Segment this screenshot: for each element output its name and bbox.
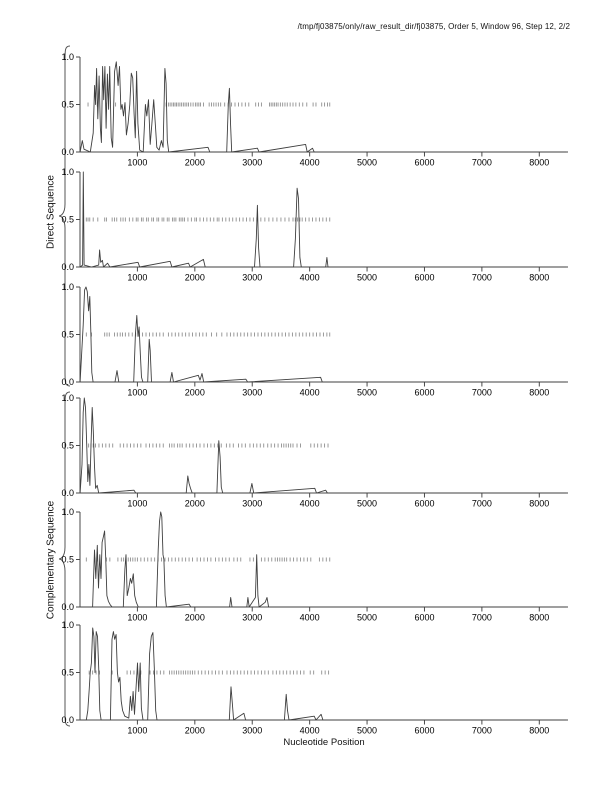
- x-tick-label: 1000: [127, 726, 147, 736]
- x-tick-label: 3000: [242, 273, 262, 283]
- x-tick-label: 1000: [127, 613, 147, 623]
- x-tick-label: 2000: [185, 726, 205, 736]
- x-tick-label: 8000: [529, 388, 549, 398]
- y-tick-label: 1.0: [61, 393, 74, 403]
- x-tick-label: 2000: [185, 388, 205, 398]
- x-tick-label: 5000: [357, 158, 377, 168]
- axis-frame: [79, 512, 568, 608]
- panel-complementary-frame-2: 1.0 0.5 0.0 1000 2000 3000 4000 5000 6000 7000 800…: [61, 507, 568, 623]
- probability-curve: [79, 61, 567, 153]
- x-tick-label: 6000: [414, 499, 434, 509]
- probability-curve: [80, 511, 567, 608]
- y-tick-label: 0.5: [61, 668, 74, 678]
- x-tick-label: 7000: [472, 273, 492, 283]
- probability-curve: [79, 397, 567, 494]
- x-tick-label: 7000: [472, 499, 492, 509]
- x-tick-label: 3000: [242, 158, 262, 168]
- x-tick-label: 5000: [357, 613, 377, 623]
- x-tick-label: 5000: [357, 273, 377, 283]
- y-tick-label: 1.0: [61, 507, 74, 517]
- panel-complementary-frame-1: 1.0 0.5 0.0 1000 2000 3000 4000 5000 6000 7000 800…: [61, 393, 568, 509]
- panel-group: 1.0 0.5 0.0 1000 2000 3000 4000 5000 6000 7000 800…: [61, 620, 568, 736]
- x-tick-label: 3000: [242, 613, 262, 623]
- probability-curve: [79, 171, 567, 268]
- x-tick-label: 3000: [242, 388, 262, 398]
- y-tick-label: 1.0: [61, 167, 74, 177]
- y-tick-label: 1.0: [61, 52, 74, 62]
- x-tick-label: 4000: [300, 273, 320, 283]
- x-tick-label: 8000: [529, 499, 549, 509]
- x-tick-label: 2000: [185, 499, 205, 509]
- x-tick-label: 6000: [414, 158, 434, 168]
- x-tick-label: 8000: [529, 273, 549, 283]
- y-tick-label: 0.5: [61, 330, 74, 340]
- panel-complementary-frame-3: 1.0 0.5 0.0 1000 2000 3000 4000 5000 6000 7000 800…: [61, 620, 568, 736]
- x-tick-label: 3000: [242, 726, 262, 736]
- x-tick-label: 2000: [185, 613, 205, 623]
- y-tick-label: 0.5: [61, 215, 74, 225]
- panel-direct-frame-3: 1.0 0.5 0.0 1000 2000 3000 4000 5000 6000 7000 800…: [61, 282, 568, 398]
- y-tick-label: 0.0: [61, 602, 74, 612]
- x-tick-label: 8000: [529, 613, 549, 623]
- y-tick-label: 0.0: [61, 262, 74, 272]
- y-tick-label: 0.0: [61, 147, 74, 157]
- panel-group: 1.0 0.5 0.0 1000 2000 3000 4000 5000 6000 7000 800…: [61, 507, 568, 623]
- x-tick-label: 4000: [300, 726, 320, 736]
- x-tick-label: 7000: [472, 158, 492, 168]
- x-tick-label: 2000: [185, 158, 205, 168]
- x-tick-label: 7000: [472, 726, 492, 736]
- x-tick-label: 6000: [414, 613, 434, 623]
- y-tick-label: 0.0: [61, 488, 74, 498]
- x-tick-label: 1000: [127, 273, 147, 283]
- x-tick-label: 6000: [414, 726, 434, 736]
- x-tick-label: 4000: [300, 499, 320, 509]
- direct-group-brace: [58, 45, 71, 387]
- plot-title: /tmp/fj03875/only/raw_result_dir/fj03875…: [297, 22, 570, 31]
- x-tick-label: 6000: [414, 273, 434, 283]
- probability-curve: [80, 627, 567, 721]
- x-tick-label: 5000: [357, 726, 377, 736]
- x-tick-label: 5000: [357, 499, 377, 509]
- x-tick-label: 5000: [357, 388, 377, 398]
- y-tick-label: 0.5: [61, 441, 74, 451]
- x-tick-label: 4000: [300, 613, 320, 623]
- panel-direct-frame-2: 1.0 0.5 0.0 1000 2000 3000 4000 5000 6000 7000 800…: [61, 167, 568, 283]
- x-tick-label: 1000: [127, 388, 147, 398]
- x-tick-label: 4000: [300, 388, 320, 398]
- probability-curve: [79, 286, 567, 383]
- x-axis-label: Nucleotide Position: [283, 737, 365, 748]
- y-tick-label: 1.0: [61, 282, 74, 292]
- x-tick-label: 7000: [472, 388, 492, 398]
- x-tick-label: 7000: [472, 613, 492, 623]
- y-tick-label: 0.5: [61, 555, 74, 565]
- y-tick-label: 0.0: [61, 377, 74, 387]
- x-tick-label: 4000: [300, 158, 320, 168]
- x-tick-label: 8000: [529, 726, 549, 736]
- x-tick-label: 6000: [414, 388, 434, 398]
- panel-direct-frame-1: 1.0 0.5 0.0 1000 2000 3000 4000 5000 6000 7000 800…: [61, 52, 568, 168]
- y-tick-label: 1.0: [61, 620, 74, 630]
- x-tick-label: 1000: [127, 158, 147, 168]
- y-tick-label: 0.0: [61, 715, 74, 725]
- x-tick-label: 2000: [185, 273, 205, 283]
- panel-group: 1.0 0.5 0.0 1000 2000 3000 4000 5000 6000 7000 800…: [61, 167, 568, 283]
- y-tick-label: 0.5: [61, 100, 74, 110]
- panel-group: 1.0 0.5 0.0 1000 2000 3000 4000 5000 6000 7000 800…: [61, 282, 568, 398]
- x-tick-label: 1000: [127, 499, 147, 509]
- complementary-group-brace: [58, 391, 71, 727]
- x-tick-label: 3000: [242, 499, 262, 509]
- x-tick-label: 8000: [529, 158, 549, 168]
- panel-group: 1.0 0.5 0.0 1000 2000 3000 4000 5000 6000 7000 800…: [61, 52, 568, 168]
- panel-group: 1.0 0.5 0.0 1000 2000 3000 4000 5000 6000 7000 800…: [61, 393, 568, 509]
